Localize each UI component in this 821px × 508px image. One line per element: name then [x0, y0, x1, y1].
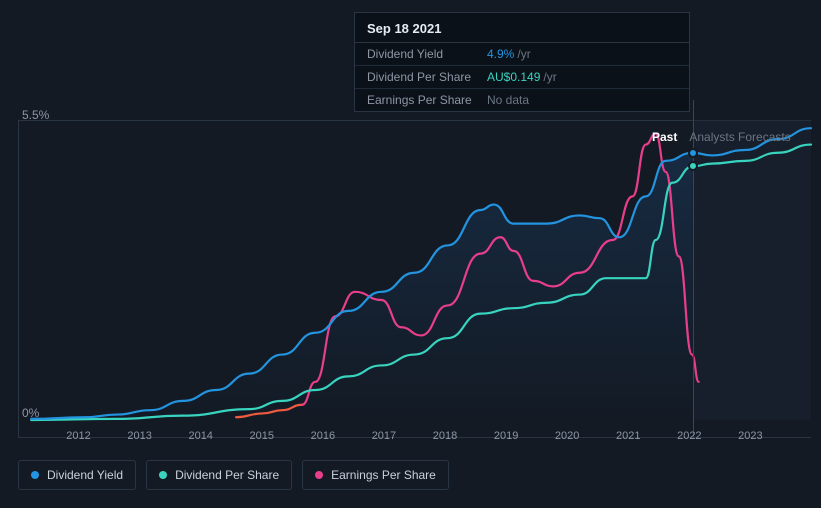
tooltip-row: Earnings Per ShareNo data [355, 89, 689, 111]
x-axis-tick: 2022 [659, 430, 720, 442]
tooltip-row-label: Dividend Yield [367, 47, 487, 61]
x-axis-tick: 2017 [353, 430, 414, 442]
tooltip-row-value: AU$0.149/yr [487, 70, 557, 84]
past-forecast-toggle[interactable]: Past Analysts Forecasts [652, 130, 791, 144]
x-axis-tick: 2014 [170, 430, 231, 442]
x-axis-tick: 2020 [537, 430, 598, 442]
legend-item[interactable]: Dividend Per Share [146, 460, 292, 490]
legend-label: Dividend Per Share [175, 468, 279, 482]
x-axis-tick: 2018 [414, 430, 475, 442]
hover-tooltip: Sep 18 2021 Dividend Yield4.9%/yrDividen… [354, 12, 690, 112]
legend-dot-icon [31, 471, 39, 479]
x-axis-tick: 2019 [476, 430, 537, 442]
legend-label: Dividend Yield [47, 468, 123, 482]
x-axis-tick: 2016 [292, 430, 353, 442]
legend: Dividend Yield Dividend Per Share Earnings… [18, 460, 449, 490]
legend-dot-icon [159, 471, 167, 479]
legend-label: Earnings Per Share [331, 468, 436, 482]
x-axis-tick: 2021 [598, 430, 659, 442]
x-axis-tick: 2023 [720, 430, 781, 442]
tooltip-row: Dividend Yield4.9%/yr [355, 43, 689, 66]
toggle-forecast-label[interactable]: Analysts Forecasts [689, 130, 790, 144]
tooltip-row-value: 4.9%/yr [487, 47, 531, 61]
x-axis: 2012201320142015201620172018201920202021… [18, 430, 811, 442]
legend-item[interactable]: Earnings Per Share [302, 460, 449, 490]
tooltip-date: Sep 18 2021 [355, 13, 689, 43]
series-marker [688, 148, 698, 158]
tooltip-row-label: Earnings Per Share [367, 93, 487, 107]
legend-item[interactable]: Dividend Yield [18, 460, 136, 490]
tooltip-row: Dividend Per ShareAU$0.149/yr [355, 66, 689, 89]
x-axis-tick: 2015 [231, 430, 292, 442]
tooltip-row-value: No data [487, 93, 529, 107]
legend-dot-icon [315, 471, 323, 479]
tooltip-row-label: Dividend Per Share [367, 70, 487, 84]
x-axis-tick: 2012 [48, 430, 109, 442]
x-axis-tick: 2013 [109, 430, 170, 442]
series-marker [688, 161, 698, 171]
toggle-past-label[interactable]: Past [652, 130, 677, 144]
